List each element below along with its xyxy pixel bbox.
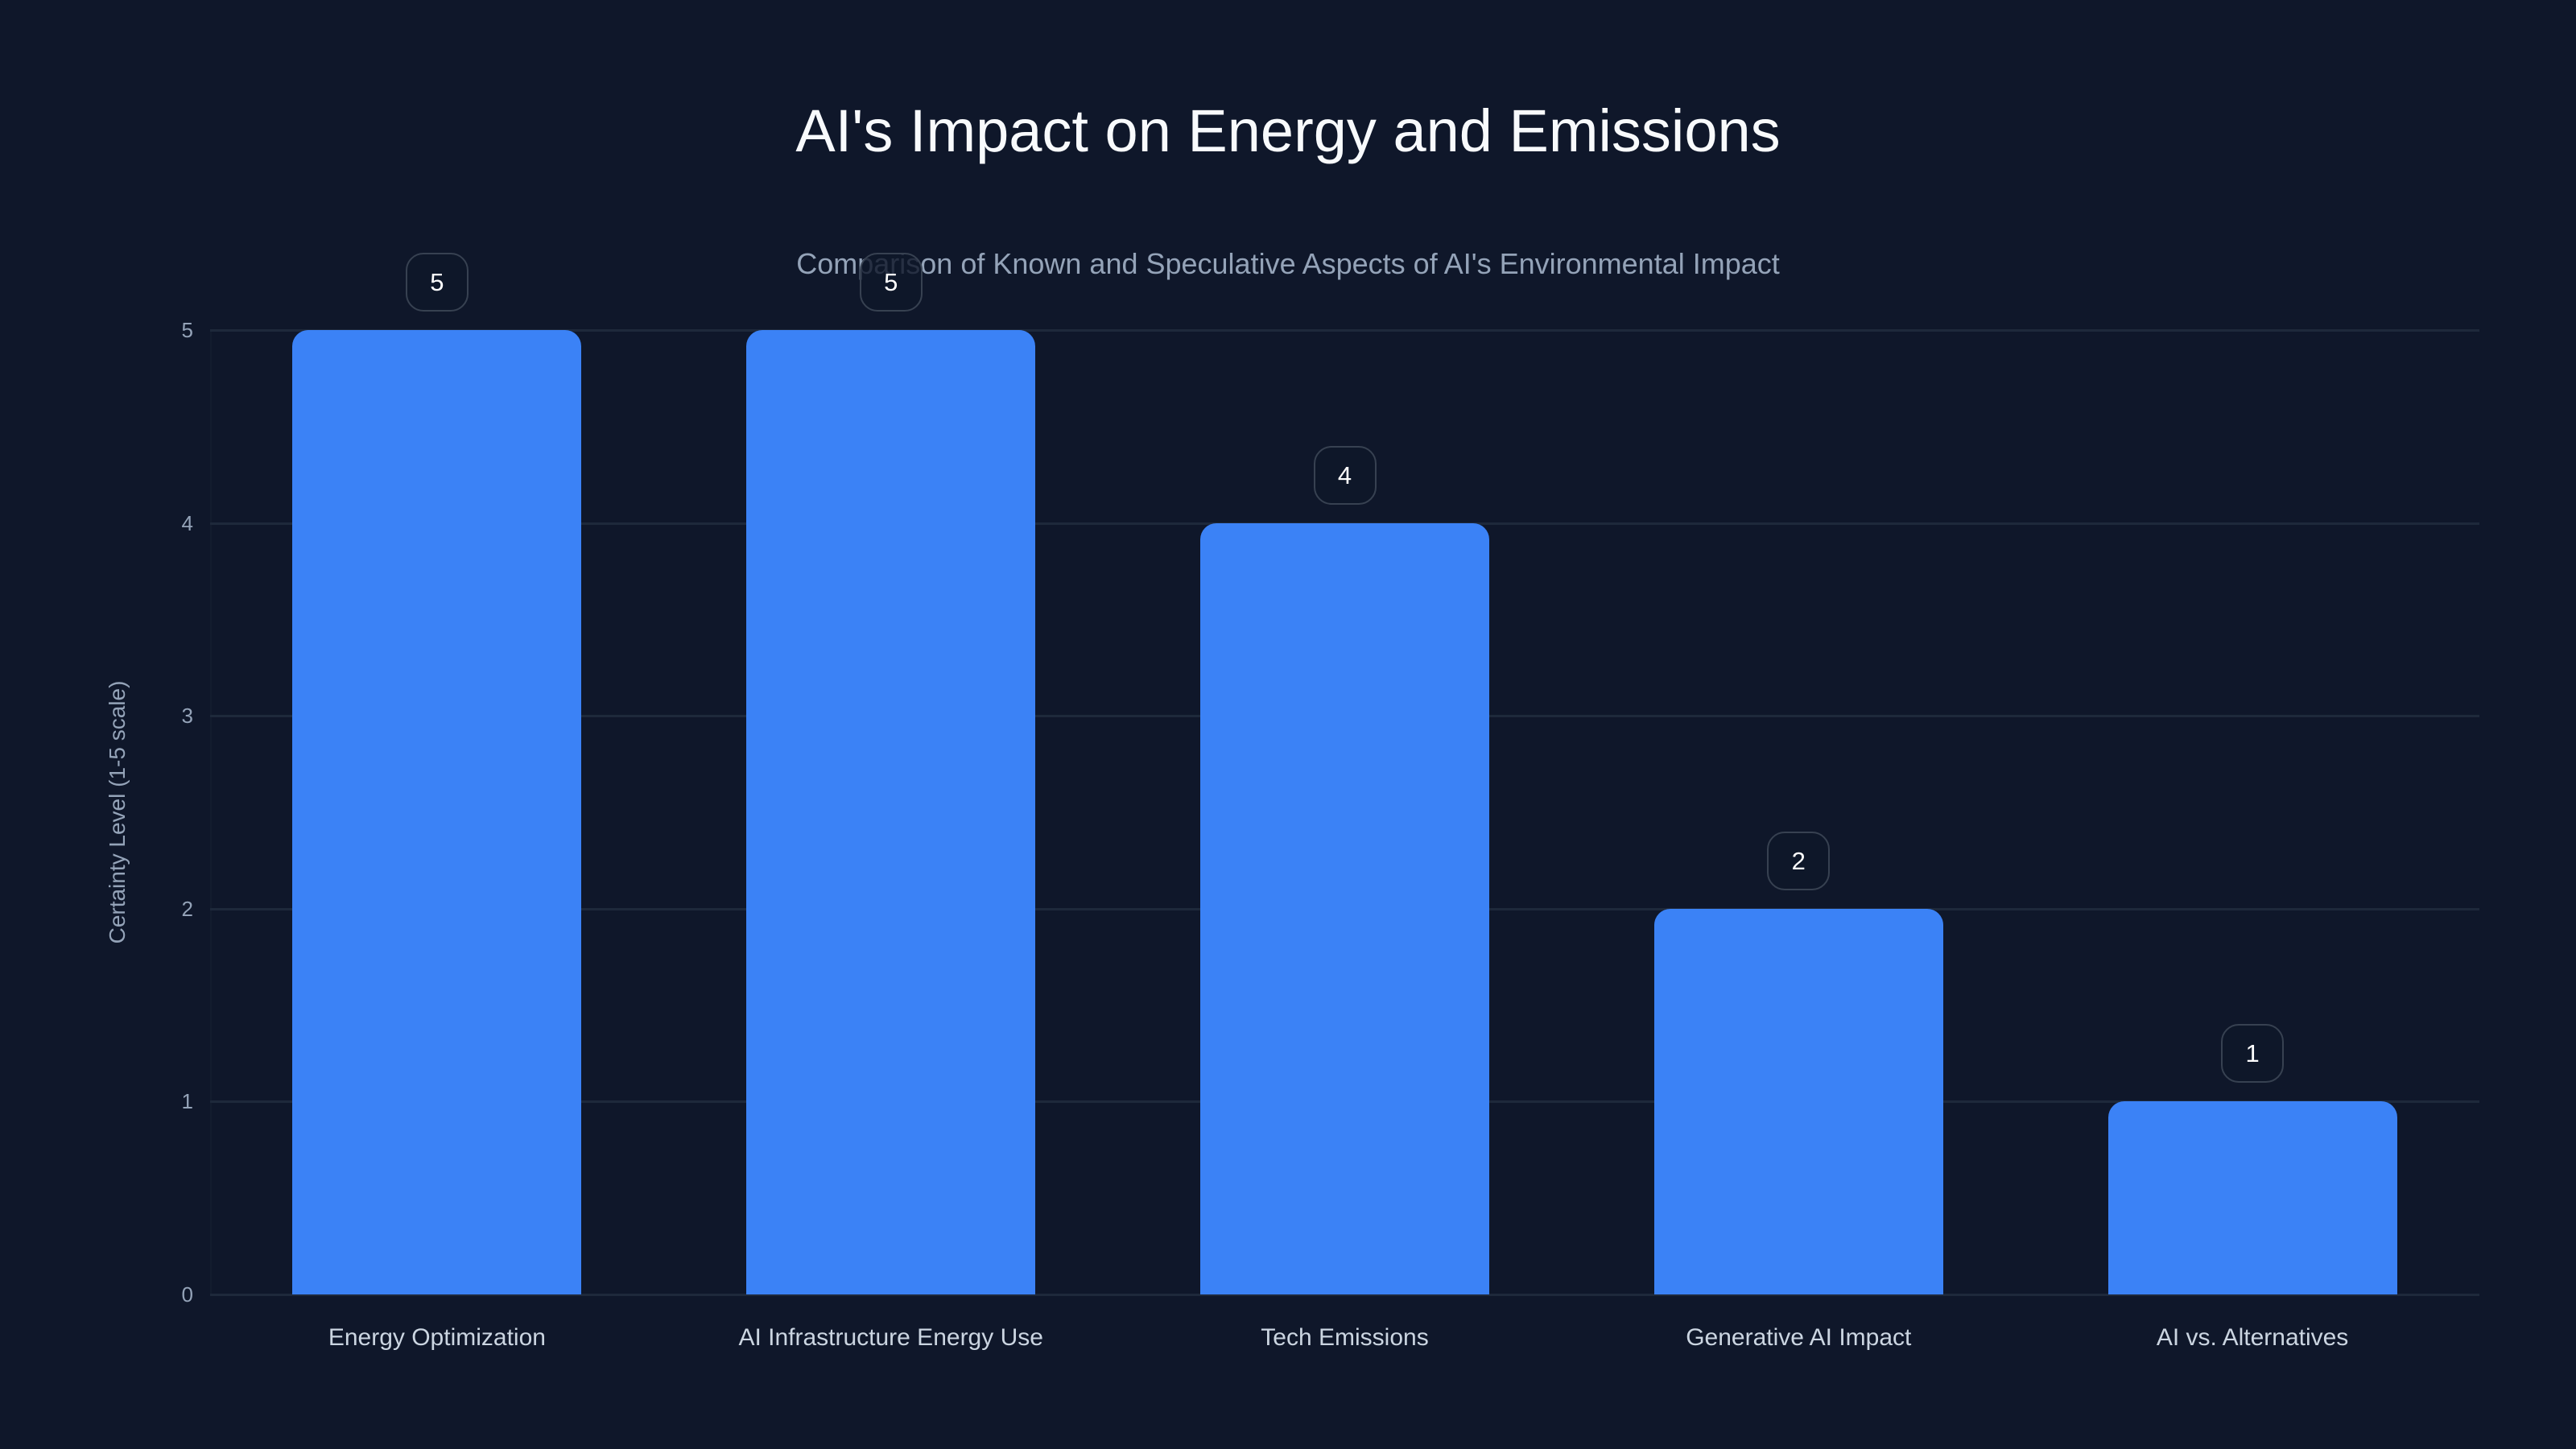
- gridline: [210, 329, 2479, 332]
- bar[interactable]: [1653, 908, 1943, 1294]
- bar[interactable]: [1200, 522, 1489, 1294]
- bar[interactable]: [2107, 1101, 2397, 1294]
- x-category-label: Generative AI Impact: [1686, 1324, 1912, 1351]
- plot-left-edge: [210, 330, 212, 1294]
- bar-value-label: 4: [1313, 445, 1377, 505]
- chart-title: AI's Impact on Energy and Emissions: [795, 97, 1781, 164]
- x-category-label: Tech Emissions: [1261, 1324, 1429, 1351]
- bar-value-label: 2: [1767, 831, 1831, 890]
- x-category-label: Energy Optimization: [328, 1324, 546, 1351]
- chart-subtitle: Comparison of Known and Speculative Aspe…: [796, 247, 1780, 280]
- bar[interactable]: [746, 330, 1036, 1294]
- y-tick-label: 2: [181, 896, 193, 921]
- x-category-label: AI Infrastructure Energy Use: [738, 1324, 1043, 1351]
- y-tick-label: 3: [181, 704, 193, 729]
- bar[interactable]: [292, 330, 582, 1294]
- bar-value-label: 5: [405, 253, 469, 312]
- y-tick-label: 4: [181, 510, 193, 535]
- y-axis-label: Certainty Level (1-5 scale): [105, 680, 130, 944]
- gridline: [210, 1294, 2479, 1296]
- y-tick-label: 0: [181, 1282, 193, 1307]
- bar-value-label: 5: [859, 253, 923, 312]
- y-tick-label: 5: [181, 318, 193, 342]
- x-category-label: AI vs. Alternatives: [2156, 1324, 2349, 1351]
- bar-value-label: 1: [2221, 1024, 2285, 1084]
- y-tick-label: 1: [181, 1089, 193, 1114]
